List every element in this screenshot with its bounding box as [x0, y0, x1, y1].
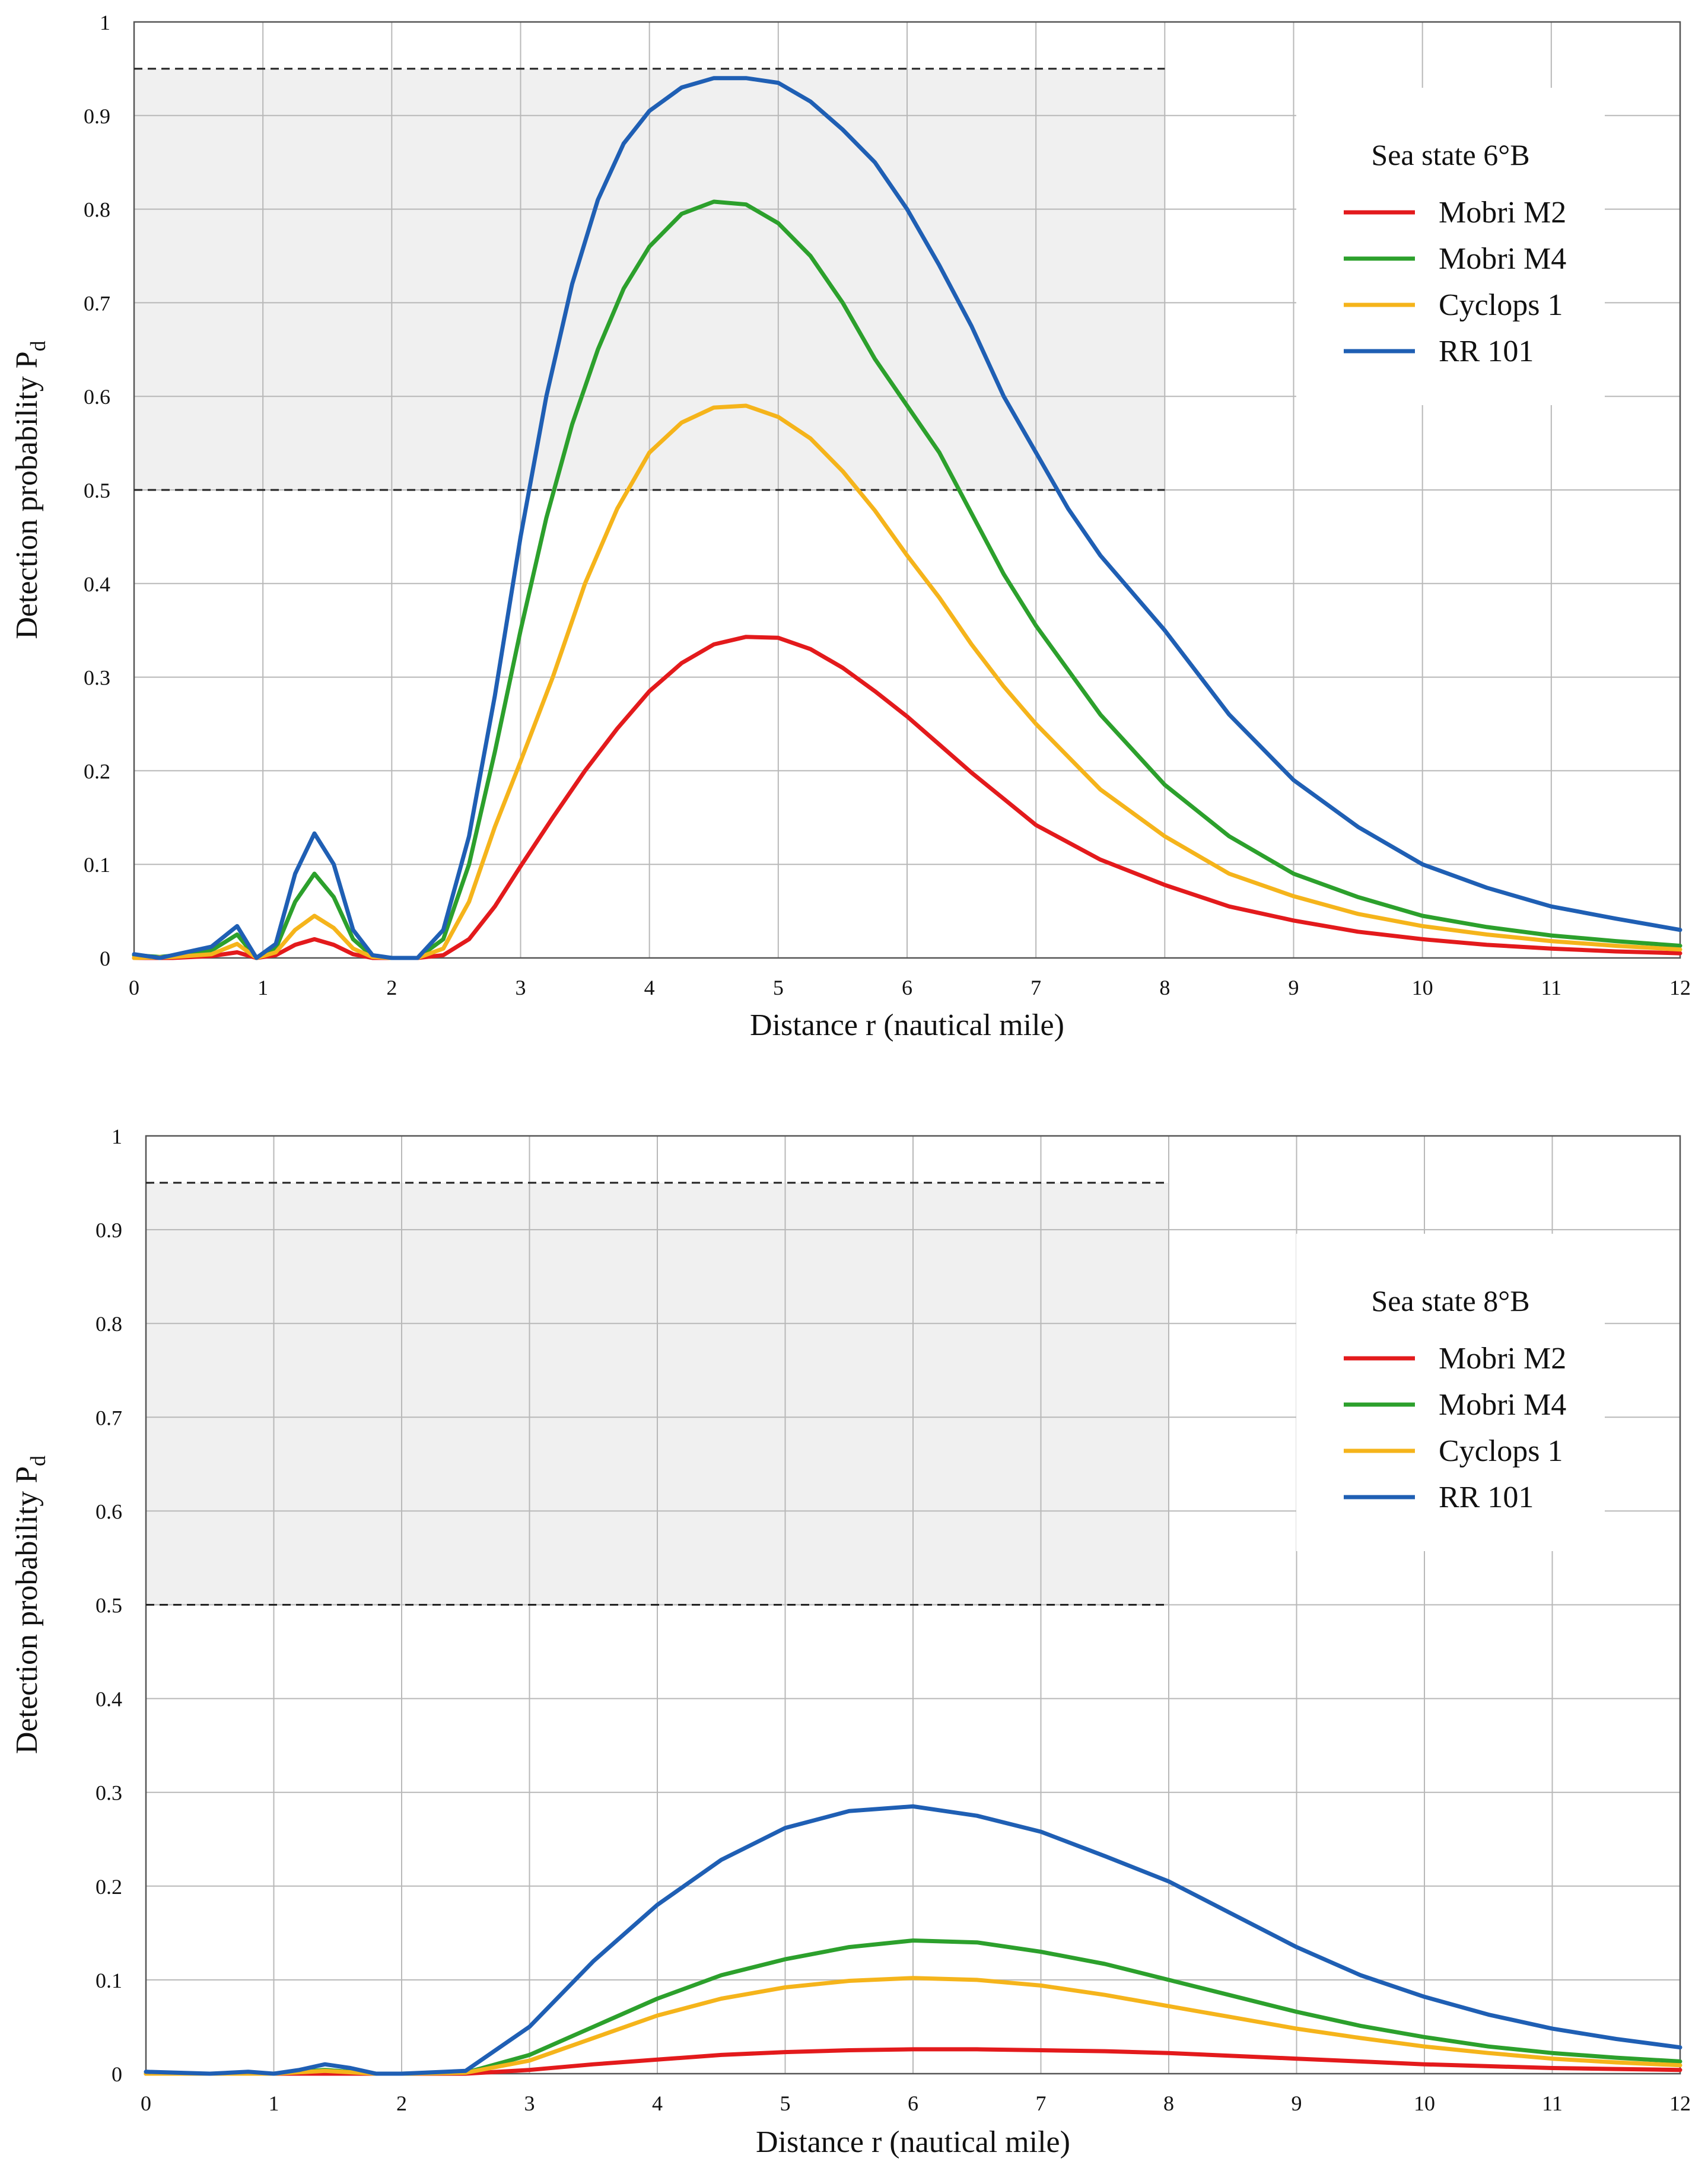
y-tick-label: 0.1 [96, 1969, 122, 1992]
y-axis-label-main: Detection probability P [10, 351, 44, 639]
y-tick-label: 0 [112, 2062, 122, 2086]
y-tick-label: 0 [100, 947, 110, 970]
y-tick-label: 0.3 [84, 666, 110, 690]
legend-title: Sea state 6°B [1371, 138, 1529, 171]
y-axis-label: Detection probability Pd [10, 1456, 50, 1754]
x-tick-label: 5 [773, 976, 784, 999]
legend-label-mobri-m2: Mobri M2 [1439, 1342, 1566, 1376]
sea-state-8-chart: 0 1 2 3 4 5 6 7 8 9 10 11 1200.10.20.30.40.50.60.70.… [10, 1125, 1691, 2159]
y-tick-label: 0.8 [84, 198, 110, 222]
x-tick-label: 1 [269, 2091, 279, 2115]
y-tick-label: 0.9 [96, 1218, 122, 1242]
y-axis-label-subscript: d [26, 1456, 50, 1466]
legend-title: Sea state 8°B [1371, 1284, 1529, 1317]
x-axis-label: Distance r (nautical mile) [756, 2125, 1070, 2159]
y-tick-label: 0.9 [84, 104, 110, 128]
x-tick-label: 4 [644, 976, 655, 999]
legend: Sea state 8°B Mobri M2 Mobri M4 Cyclops 1 RR… [1296, 1234, 1605, 1551]
y-tick-label: 0.6 [84, 385, 110, 409]
y-tick-label: 0.4 [96, 1688, 122, 1711]
x-tick-label: 8 [1159, 976, 1170, 999]
legend-label-rr-101: RR 101 [1439, 1481, 1534, 1514]
x-tick-label: 6 [902, 976, 912, 999]
y-axis-label: Detection probability Pd [10, 340, 50, 639]
sea-state-6-chart: 0 1 2 3 4 5 6 7 8 9 10 11 1200.10.20.30.40.50.60.70.… [10, 11, 1691, 1042]
y-tick-label: 0.7 [84, 291, 110, 315]
series-line-rr-101 [132, 76, 1682, 960]
y-tick-label: 1 [112, 1125, 122, 1148]
x-tick-label: 7 [1030, 976, 1041, 999]
y-tick-label: 0.8 [96, 1312, 122, 1336]
x-tick-label: 11 [1541, 976, 1561, 999]
y-tick-label: 0.4 [84, 572, 110, 596]
series-line-rr-101 [144, 1804, 1682, 2076]
series-line-cyclops-1 [132, 403, 1682, 960]
y-tick-label: 0.2 [84, 759, 110, 783]
x-tick-label: 12 [1669, 976, 1691, 999]
x-tick-label: 2 [396, 2091, 407, 2115]
x-tick-label: 7 [1036, 2091, 1047, 2115]
y-axis-label-main: Detection probability P [10, 1466, 44, 1754]
y-tick-label: 0.6 [96, 1499, 122, 1523]
y-tick-label: 0.1 [84, 853, 110, 877]
x-tick-label: 1 [257, 976, 268, 999]
x-tick-label: 6 [908, 2091, 918, 2115]
legend-label-cyclops-1: Cyclops 1 [1439, 1434, 1563, 1468]
x-tick-label: 0 [141, 2091, 151, 2115]
x-tick-label: 12 [1669, 2091, 1691, 2115]
legend: Sea state 6°B Mobri M2 Mobri M4 Cyclops 1 RR… [1296, 88, 1605, 405]
x-tick-label: 4 [652, 2091, 663, 2115]
x-axis-label: Distance r (nautical mile) [750, 1008, 1064, 1042]
x-tick-label: 9 [1289, 976, 1299, 999]
x-tick-label: 0 [129, 976, 139, 999]
x-tick-label: 3 [516, 976, 526, 999]
legend-label-rr-101: RR 101 [1439, 335, 1534, 368]
series-line-mobri-m2 [132, 635, 1682, 960]
x-tick-label: 3 [524, 2091, 535, 2115]
x-tick-label: 10 [1412, 976, 1433, 999]
y-tick-label: 0.7 [96, 1406, 122, 1430]
y-tick-label: 1 [100, 11, 110, 34]
x-tick-label: 2 [386, 976, 397, 999]
y-tick-label: 0.5 [84, 479, 110, 502]
x-tick-label: 5 [780, 2091, 791, 2115]
y-tick-label: 0.5 [96, 1594, 122, 1618]
x-tick-label: 11 [1542, 2091, 1563, 2115]
legend-label-cyclops-1: Cyclops 1 [1439, 288, 1563, 322]
y-axis-label-subscript: d [26, 340, 50, 351]
x-tick-label: 8 [1163, 2091, 1174, 2115]
legend-label-mobri-m2: Mobri M2 [1439, 196, 1566, 230]
series-line-mobri-m4 [132, 199, 1682, 960]
x-tick-label: 9 [1292, 2091, 1302, 2115]
x-tick-label: 10 [1414, 2091, 1435, 2115]
legend-label-mobri-m4: Mobri M4 [1439, 242, 1566, 276]
series-line-mobri-m2 [144, 2047, 1682, 2076]
y-tick-label: 0.3 [96, 1781, 122, 1805]
legend-label-mobri-m4: Mobri M4 [1439, 1388, 1566, 1422]
y-tick-label: 0.2 [96, 1875, 122, 1899]
